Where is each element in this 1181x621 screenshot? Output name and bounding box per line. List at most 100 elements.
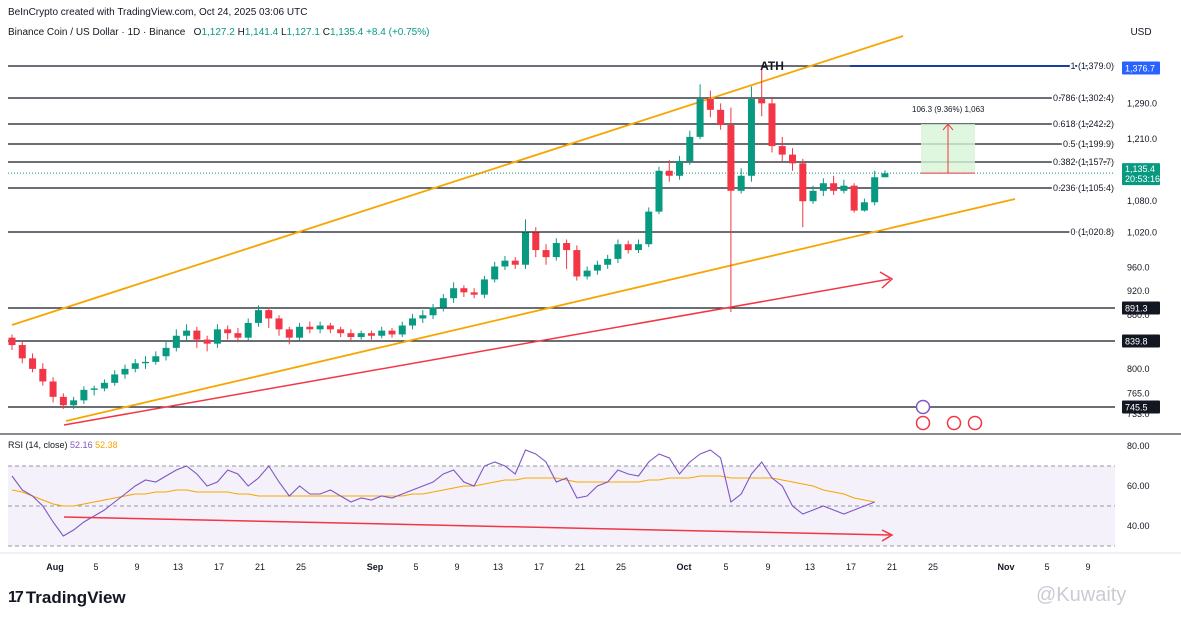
candle-body: [676, 161, 684, 176]
us-flag-event-icon: [967, 415, 983, 431]
chart-credit: BeInCrypto created with TradingView.com,…: [8, 7, 308, 18]
candle-body: [409, 318, 417, 326]
measure-arrow-head: [942, 123, 954, 131]
candle-body: [450, 288, 458, 299]
rsi-axis-tick: 40.00: [1127, 521, 1150, 531]
us-flag-event-icon: [915, 415, 931, 431]
fib-top-badge-bg: [1122, 61, 1160, 75]
candle-body: [871, 177, 879, 203]
price-axis-tick: 920.0: [1127, 286, 1150, 296]
candle-body: [80, 389, 88, 401]
time-axis-label: 9: [454, 562, 459, 572]
candle-body: [563, 243, 571, 251]
candle-body: [583, 270, 591, 277]
candle-body: [460, 288, 468, 293]
candle-body: [121, 368, 129, 375]
candle-body: [70, 400, 78, 406]
candle-body: [367, 333, 375, 336]
candle-body: [491, 266, 499, 280]
ath-label: ATH: [760, 59, 784, 73]
fib-top-badge: 1,376.7: [1125, 63, 1155, 73]
candle-body: [306, 326, 314, 330]
candle-body: [59, 396, 67, 406]
candle-body: [819, 183, 827, 191]
price-change: +8.4 (+0.75%): [366, 27, 430, 38]
candle-body: [224, 329, 232, 334]
candle-body: [840, 185, 848, 191]
candle-body: [727, 125, 735, 191]
time-axis-label: 5: [93, 562, 98, 572]
last-price-badge-bg: [1122, 163, 1160, 186]
price-axis-tick: 765.0: [1127, 388, 1150, 398]
candle-body: [18, 345, 26, 359]
candle-body: [111, 374, 119, 383]
fib-label: 0.618 (1,242.2): [1053, 119, 1114, 129]
candle-body: [285, 329, 293, 338]
candle-body: [706, 99, 714, 110]
rsi-line: [11, 449, 875, 537]
candle-body: [624, 244, 632, 251]
candle-body: [789, 154, 797, 164]
candle-body: [501, 260, 509, 267]
time-axis-label: 17: [846, 562, 856, 572]
candle-body: [378, 330, 386, 336]
price-axis-tick: 880.0: [1127, 310, 1150, 320]
candle-body: [470, 292, 478, 295]
candle-body: [398, 325, 406, 335]
candle-body: [655, 170, 663, 212]
candle-body: [131, 363, 139, 369]
candle-body: [183, 330, 191, 336]
candle-body: [265, 310, 273, 319]
candle-body: [717, 109, 725, 126]
time-axis-label: 9: [765, 562, 770, 572]
candle-body: [275, 318, 283, 330]
currency-button[interactable]: USD: [1130, 27, 1152, 38]
ohlc-high: H1,141.4: [237, 27, 279, 38]
fib-label: 0.786 (1,302.4): [1053, 93, 1114, 103]
candle-body: [357, 333, 365, 338]
time-axis-label: 13: [173, 562, 183, 572]
rsi-ma-value: 52.38: [95, 440, 118, 450]
candle-body: [172, 335, 180, 348]
candle-body: [860, 202, 868, 211]
time-axis-label: 25: [928, 562, 938, 572]
time-axis-label: 21: [255, 562, 265, 572]
price-axis-tick: 800.0: [1127, 364, 1150, 374]
countdown-badge: 20:53:16: [1125, 174, 1160, 184]
price-axis-tick: 1,080.0: [1127, 196, 1157, 206]
fib-label: 0.5 (1,199.9): [1063, 139, 1114, 149]
rsi-axis-tick: 80.00: [1127, 441, 1150, 451]
candle-body: [193, 330, 201, 340]
rsi-value: 52.16: [70, 440, 93, 450]
support-badge: 745.5: [1125, 403, 1148, 413]
time-axis-label: Aug: [46, 562, 64, 572]
rsi-ma-line: [11, 475, 875, 507]
candle-body: [542, 250, 550, 258]
candle-body: [686, 136, 694, 162]
price-trend-line: [63, 278, 891, 426]
price-axis-tick: 960.0: [1127, 263, 1150, 273]
rsi-divergence-line: [63, 516, 891, 536]
tradingview-logo-text: TradingView: [25, 588, 126, 607]
price-axis-tick: 1,290.0: [1127, 98, 1157, 108]
watermark: @Kuwaity: [1036, 584, 1126, 607]
candle-body: [522, 232, 529, 265]
rsi-header: RSI (14, close) 52.16 52.38: [8, 440, 118, 450]
tradingview-logo[interactable]: 17 TradingView: [8, 588, 126, 608]
rsi-divergence-arrow: [881, 529, 894, 542]
time-axis-label: 17: [214, 562, 224, 572]
fib-label: 0 (1,020.8): [1070, 227, 1114, 237]
candle-body: [419, 315, 427, 319]
candle-body: [747, 99, 755, 176]
candle-body: [39, 368, 47, 382]
candle-body: [480, 279, 488, 295]
support-badge-bg: [1122, 334, 1160, 348]
us-flag-event-icon: [946, 415, 962, 431]
candle-body: [203, 339, 211, 344]
fib-label: 1 (1,379.0): [1070, 61, 1114, 71]
time-axis-label: 25: [616, 562, 626, 572]
price-axis-tick: 1,020.0: [1127, 227, 1157, 237]
candle-body: [758, 99, 766, 104]
candle-body: [316, 325, 324, 330]
